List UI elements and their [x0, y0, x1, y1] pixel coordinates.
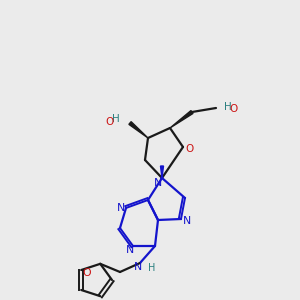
Text: H: H	[148, 263, 155, 273]
Text: O: O	[186, 144, 194, 154]
Text: H: H	[112, 114, 120, 124]
Polygon shape	[161, 177, 163, 178]
Text: N: N	[117, 203, 125, 213]
Text: N: N	[134, 262, 142, 272]
Text: H: H	[224, 102, 232, 112]
Polygon shape	[170, 111, 193, 128]
Text: O: O	[82, 268, 91, 278]
Text: N: N	[183, 216, 191, 226]
Text: N: N	[154, 178, 162, 188]
Text: O: O	[229, 104, 237, 114]
Polygon shape	[160, 166, 164, 178]
Text: N: N	[126, 245, 134, 255]
Polygon shape	[129, 122, 148, 138]
Text: O: O	[106, 117, 114, 127]
